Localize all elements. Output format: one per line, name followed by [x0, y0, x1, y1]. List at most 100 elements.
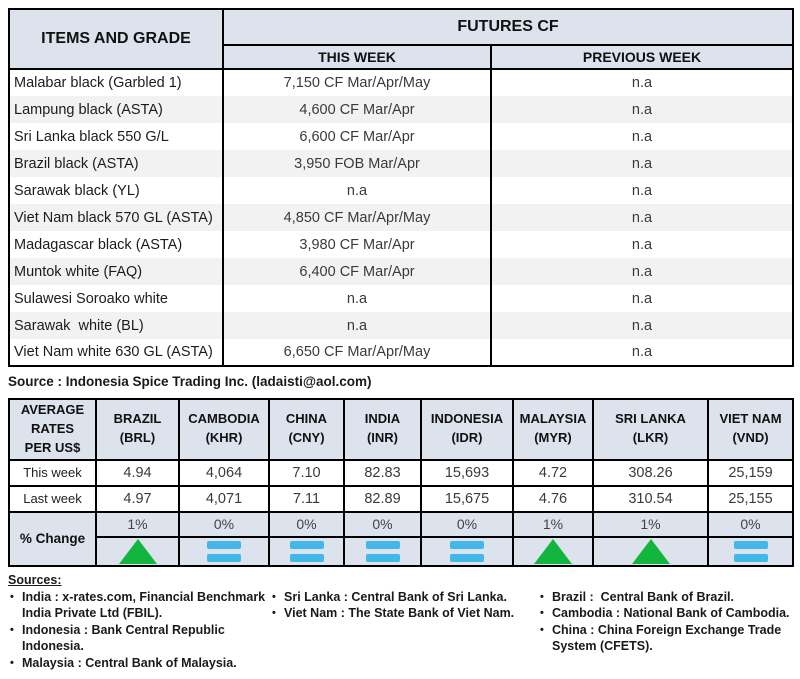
average-rates-label: AVERAGE RATES PER US$: [8, 398, 97, 461]
sources-column: • Sri Lanka : Central Bank of Sri Lanka. •…: [270, 589, 538, 672]
bullet-icon: •: [272, 607, 276, 620]
this-week-rate-cell: 4.94: [95, 458, 180, 487]
pct-change-cell: 0%: [268, 510, 345, 538]
country-header: CHINA (CNY): [268, 398, 345, 461]
item-name-cell: Sarawak black (YL): [9, 177, 224, 204]
country-header: MALAYSIA (MYR): [512, 398, 594, 461]
last-week-rate-cell: 4.76: [512, 484, 594, 513]
item-name-cell: Brazil black (ASTA): [9, 150, 224, 177]
previous-week-value-cell: n.a: [491, 96, 794, 123]
pct-change-cell: 0%: [178, 510, 270, 538]
country-header: INDONESIA (IDR): [420, 398, 514, 461]
futures-row: Viet Nam white 630 GL (ASTA) 6,650 CF Mar…: [9, 339, 793, 366]
futures-table: ITEMS AND GRADE FUTURES CF THIS WEEK PRE…: [8, 8, 795, 367]
this-week-value-cell: n.a: [223, 177, 492, 204]
up-triangle-icon: [118, 538, 157, 564]
futures-row: Malabar black (Garbled 1) 7,150 CF Mar/Ap…: [9, 69, 793, 96]
sources-columns: • India : x-rates.com, Financial Benchmar…: [8, 589, 792, 672]
this-week-value-cell: 6,400 CF Mar/Apr: [223, 258, 492, 285]
this-week-rate-cell: 15,693: [420, 458, 514, 487]
futures-row: Brazil black (ASTA) 3,950 FOB Mar/Apr n.a: [9, 150, 794, 177]
equals-icon: [366, 541, 400, 562]
last-week-rate-cell: 82.89: [343, 484, 422, 513]
source-item: • Indonesia : Bank Central Republic Indon…: [8, 622, 270, 655]
item-name-cell: Viet Nam white 630 GL (ASTA): [9, 339, 224, 366]
previous-week-value-cell: n.a: [631, 182, 653, 199]
source-item-text: Cambodia : National Bank of Cambodia.: [552, 606, 790, 621]
futures-subheader-row: THIS WEEK PREVIOUS WEEK: [9, 45, 794, 70]
item-name-cell: Madagascar black (ASTA): [9, 231, 224, 258]
source-item-text: Malaysia : Central Bank of Malaysia.: [22, 655, 237, 670]
previous-week-header: PREVIOUS WEEK: [489, 45, 794, 70]
source-item-text: India : x-rates.com, Financial Benchmark…: [22, 589, 269, 621]
this-week-value-cell: n.a: [223, 285, 492, 312]
futures-header-row: ITEMS AND GRADE FUTURES CF: [9, 9, 794, 70]
last-week-rate-cell: 310.54: [592, 484, 709, 513]
source-line: Source : Indonesia Spice Trading Inc. (l…: [8, 374, 372, 389]
bullet-icon: •: [10, 656, 14, 669]
previous-week-value-cell: n.a: [491, 312, 794, 339]
pct-change-row: % Change 1% 0% 0% 0% 0% 1% 1% 0%: [8, 510, 794, 567]
this-week-header: THIS WEEK: [223, 45, 491, 70]
futures-row: Muntok white (FAQ) 6,400 CF Mar/Apr n.a: [9, 258, 794, 285]
previous-week-value-cell: n.a: [631, 290, 653, 307]
bullet-icon: •: [540, 590, 544, 603]
source-item: • China : China Foreign Exchange Trade Sy…: [538, 622, 792, 655]
last-week-rate-cell: 7.11: [268, 484, 345, 513]
pct-change-cell: 1%: [512, 510, 594, 538]
item-name-cell: Sulawesi Soroako white: [9, 285, 224, 312]
this-week-row-label: This week: [8, 458, 97, 487]
this-week-rate-cell: 7.10: [268, 458, 345, 487]
pct-change-cell: 0%: [707, 510, 794, 538]
item-name-cell: Lampung black (ASTA): [9, 96, 224, 123]
source-item-text: Indonesia : Bank Central Republic Indone…: [22, 622, 229, 654]
country-header: VIET NAM (VND): [707, 398, 794, 461]
this-week-rate-cell: 25,159: [707, 458, 794, 487]
futures-row: Sarawak white (BL) n.a n.a: [9, 312, 794, 339]
previous-week-value-cell: n.a: [631, 236, 653, 253]
futures-row: Sulawesi Soroako white n.a n.a: [9, 285, 793, 312]
this-week-rate-cell: 4.72: [512, 458, 594, 487]
this-week-value-cell: 4,850 CF Mar/Apr/May: [223, 204, 492, 231]
last-week-row: Last week 4.97 4,071 7.11 82.89 15,675 4.76 31…: [8, 484, 794, 513]
equals-icon: [734, 541, 768, 562]
up-triangle-icon: [631, 538, 670, 564]
this-week-rate-cell: 82.83: [343, 458, 422, 487]
previous-week-value-cell: n.a: [631, 128, 653, 145]
previous-week-value-cell: n.a: [491, 204, 794, 231]
pct-change-cell: 0%: [420, 510, 514, 538]
this-week-value-cell: 4,600 CF Mar/Apr: [223, 96, 492, 123]
trend-icon-row: [9, 535, 794, 567]
previous-week-value-cell: n.a: [631, 344, 653, 360]
trend-icon-cell: [268, 535, 345, 567]
source-item: • Cambodia : National Bank of Cambodia.: [538, 605, 792, 622]
futures-row: Lampung black (ASTA) 4,600 CF Mar/Apr n.a: [9, 96, 794, 123]
item-name-cell: Sri Lanka black 550 G/L: [9, 123, 224, 150]
this-week-value-cell: 6,650 CF Mar/Apr/May: [223, 339, 492, 366]
item-name-cell: Sarawak white (BL): [9, 312, 224, 339]
trend-icon-cell: [707, 535, 794, 567]
source-item-text: Viet Nam : The State Bank of Viet Nam.: [284, 606, 515, 621]
last-week-rate-cell: 4.97: [95, 484, 180, 513]
futures-row: Sarawak black (YL) n.a n.a: [9, 177, 793, 204]
this-week-value-cell: 6,600 CF Mar/Apr: [223, 123, 492, 150]
sources-section: Sources: • India : x-rates.com, Financial…: [8, 573, 792, 672]
trend-icon-cell: [512, 535, 594, 567]
sources-column: • India : x-rates.com, Financial Benchmar…: [8, 589, 270, 672]
last-week-rate-cell: 15,675: [420, 484, 514, 513]
country-header: INDIA (INR): [343, 398, 422, 461]
this-week-rate-cell: 4,064: [178, 458, 270, 487]
bullet-icon: •: [10, 590, 14, 603]
average-rates-table: AVERAGE RATES PER US$ BRAZIL (BRL) CAMBOD…: [8, 398, 794, 567]
last-week-rate-cell: 25,155: [707, 484, 794, 513]
trend-icon-cell: [592, 535, 709, 567]
previous-week-value-cell: n.a: [631, 75, 653, 91]
futures-row: Madagascar black (ASTA) 3,980 CF Mar/Apr n…: [9, 231, 793, 258]
source-item: • Malaysia : Central Bank of Malaysia.: [8, 655, 270, 672]
last-week-rate-cell: 4,071: [178, 484, 270, 513]
item-name-cell: Viet Nam black 570 GL (ASTA): [9, 204, 224, 231]
source-item: • Brazil : Central Bank of Brazil.: [538, 589, 792, 606]
source-item-text: China : China Foreign Exchange Trade Sys…: [552, 622, 785, 654]
rates-header-row: AVERAGE RATES PER US$ BRAZIL (BRL) CAMBOD…: [8, 398, 794, 461]
